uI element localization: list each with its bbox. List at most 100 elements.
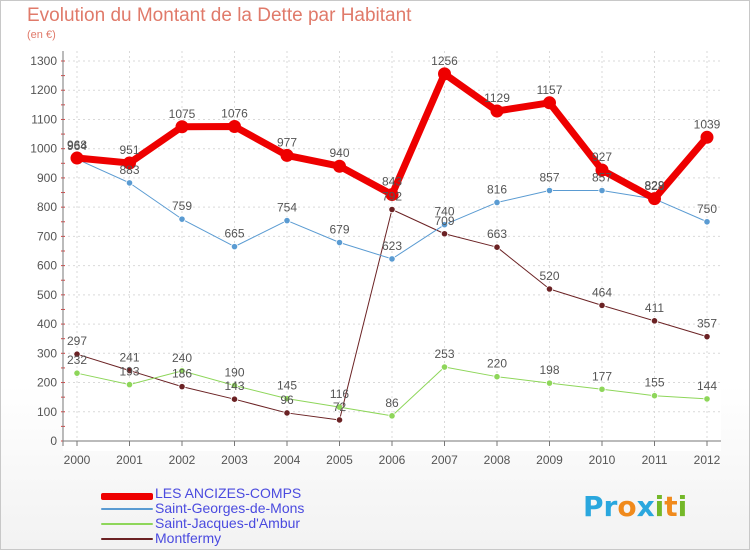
data-point-s3: [283, 395, 291, 403]
chart-title: Evolution du Montant de la Dette par Hab…: [27, 5, 412, 26]
data-label-s1: 977: [277, 135, 297, 149]
data-point-s2: [125, 179, 134, 187]
data-point-s1: [333, 159, 346, 173]
y-tick-label: 600: [37, 259, 57, 273]
data-point-s3: [125, 380, 134, 389]
data-point-s4: [650, 317, 659, 325]
data-point-s1: [543, 96, 556, 110]
y-tick-label: 300: [37, 346, 57, 360]
data-label-s2: 964: [67, 139, 87, 153]
proxiti-logo: Proxiti: [583, 490, 688, 523]
data-label-s3: 190: [224, 365, 244, 379]
data-label-s2: 857: [592, 170, 612, 184]
data-label-s3: 193: [119, 365, 139, 379]
data-label-s1: 968: [67, 138, 87, 152]
data-label-s2: 665: [224, 227, 244, 241]
data-label-s4: 357: [697, 317, 717, 331]
data-label-s2: 754: [277, 201, 297, 215]
data-point-s2: [388, 255, 396, 263]
data-point-s1: [438, 67, 451, 81]
y-tick-label: 1100: [31, 112, 57, 126]
data-label-s2: 750: [697, 202, 717, 216]
data-label-s4: 241: [119, 351, 139, 365]
data-point-s1: [70, 151, 84, 165]
data-label-s2: 679: [329, 223, 349, 237]
data-label-s1: 1039: [694, 117, 721, 131]
y-tick-label: 200: [37, 376, 57, 390]
data-point-s3: [545, 379, 554, 387]
data-label-s3: 144: [697, 379, 717, 393]
x-tick-label: 2003: [221, 453, 248, 467]
data-label-s3: 198: [539, 363, 559, 377]
data-point-s2: [598, 186, 606, 195]
x-tick-label: 2007: [431, 453, 458, 467]
data-point-s3: [650, 392, 659, 400]
data-label-s2: 740: [434, 205, 454, 219]
x-tick-label: 2008: [484, 453, 511, 467]
data-label-s1: 843: [382, 175, 402, 189]
data-label-s3: 220: [487, 357, 507, 371]
x-tick-label: 2006: [379, 453, 406, 467]
legend-swatch-3: [101, 523, 153, 525]
data-point-s3: [440, 363, 449, 371]
data-label-s4: 72: [333, 400, 347, 414]
legend-swatch-4: [101, 538, 153, 540]
data-point-s4: [703, 333, 711, 341]
data-label-s1: 1075: [169, 107, 196, 121]
data-point-s3: [335, 403, 344, 411]
data-label-s3: 232: [67, 353, 87, 367]
data-label-s1: 829: [644, 179, 664, 193]
x-tick-label: 2011: [642, 453, 668, 467]
data-label-s3: 145: [277, 379, 297, 393]
data-point-s2: [178, 215, 186, 223]
data-point-s4: [440, 230, 449, 238]
data-point-s4: [388, 205, 396, 214]
x-tick-label: 2005: [326, 453, 353, 467]
data-label-s1: 1129: [484, 91, 510, 105]
data-point-s2: [493, 198, 501, 207]
x-tick-label: 2010: [589, 453, 616, 467]
y-tick-label: 1200: [30, 83, 57, 97]
x-tick-label: 2004: [274, 453, 301, 467]
data-point-s4: [598, 301, 606, 309]
data-point-s3: [178, 367, 186, 375]
chart-unit: (en €): [27, 29, 56, 41]
data-point-s4: [178, 383, 186, 391]
data-point-s2: [283, 217, 291, 225]
y-tick-label: 500: [37, 288, 57, 302]
data-point-s3: [598, 385, 606, 393]
data-label-s4: 297: [67, 334, 87, 348]
legend-item-1: LES ANCIZES-COMPS: [101, 485, 401, 502]
legend-label-4: Montfermy: [155, 530, 222, 546]
data-point-s1: [228, 119, 241, 133]
data-label-s4: 186: [172, 367, 192, 381]
y-tick-label: 100: [37, 405, 57, 419]
data-label-s3: 116: [330, 387, 349, 401]
data-label-s4: 143: [224, 379, 244, 393]
data-point-s4: [73, 350, 81, 358]
x-tick-label: 2002: [169, 453, 196, 467]
data-point-s4: [230, 395, 239, 403]
data-point-s1: [280, 148, 294, 162]
y-tick-label: 0: [50, 434, 57, 448]
y-tick-label: 1000: [30, 142, 57, 156]
legend-label-2: Saint-Georges-de-Mons: [155, 500, 305, 516]
data-label-s4: 792: [382, 189, 402, 203]
data-point-s3: [230, 381, 239, 390]
data-point-s4: [283, 409, 291, 417]
y-tick-label: 800: [37, 200, 57, 214]
y-tick-label: 1300: [30, 54, 57, 68]
data-label-s2: 759: [172, 199, 192, 213]
x-tick-label: 2000: [64, 453, 91, 467]
data-label-s4: 411: [645, 301, 664, 315]
data-label-s1: 940: [329, 146, 349, 160]
data-label-s3: 253: [434, 347, 454, 361]
x-tick-label: 2012: [694, 453, 721, 467]
data-label-s3: 177: [592, 369, 612, 383]
data-label-s4: 709: [434, 214, 454, 228]
data-point-s4: [545, 285, 554, 293]
data-point-s3: [73, 369, 81, 377]
data-label-s4: 663: [487, 227, 507, 241]
